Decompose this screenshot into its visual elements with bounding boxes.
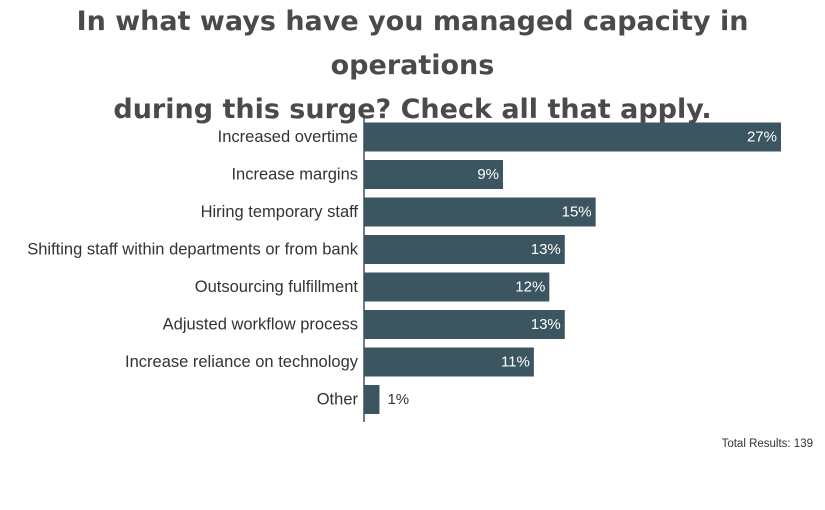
chart-title-line-2: during this surge? Check all that apply. [113,94,712,125]
value-label-5: 13% [531,316,561,333]
value-label-7: 1% [387,391,409,408]
value-label-4: 12% [515,279,545,296]
value-label-0: 27% [747,129,777,146]
category-label-1: Increase margins [231,166,358,184]
value-label-2: 15% [562,204,592,221]
value-label-1: 9% [477,166,499,183]
total-results-note: Total Results: 139 [721,438,813,450]
bar-1 [364,160,503,189]
category-label-2: Hiring temporary staff [201,203,359,221]
bar-0 [364,122,781,152]
bar-7 [364,385,380,414]
category-label-6: Increase reliance on technology [125,353,359,371]
category-label-7: Other [317,391,359,409]
bar-5 [364,310,565,339]
chart-title-line-1: In what ways have you managed capacity i… [76,6,749,81]
category-label-5: Adjusted workflow process [163,316,358,334]
chart-title: In what ways have you managed capacity i… [0,0,825,132]
bars-layer: Increased overtime 27% Increase margins 9% H… [27,122,781,414]
bar-6 [364,347,534,377]
category-label-4: Outsourcing fulfillment [195,278,359,296]
value-label-3: 13% [531,241,561,258]
bar-2 [364,197,596,227]
bar-3 [364,235,565,264]
category-label-3: Shifting staff within departments or fro… [27,241,359,259]
category-label-0: Increased overtime [218,128,358,146]
bar-4 [364,272,550,302]
value-label-6: 11% [501,354,530,371]
